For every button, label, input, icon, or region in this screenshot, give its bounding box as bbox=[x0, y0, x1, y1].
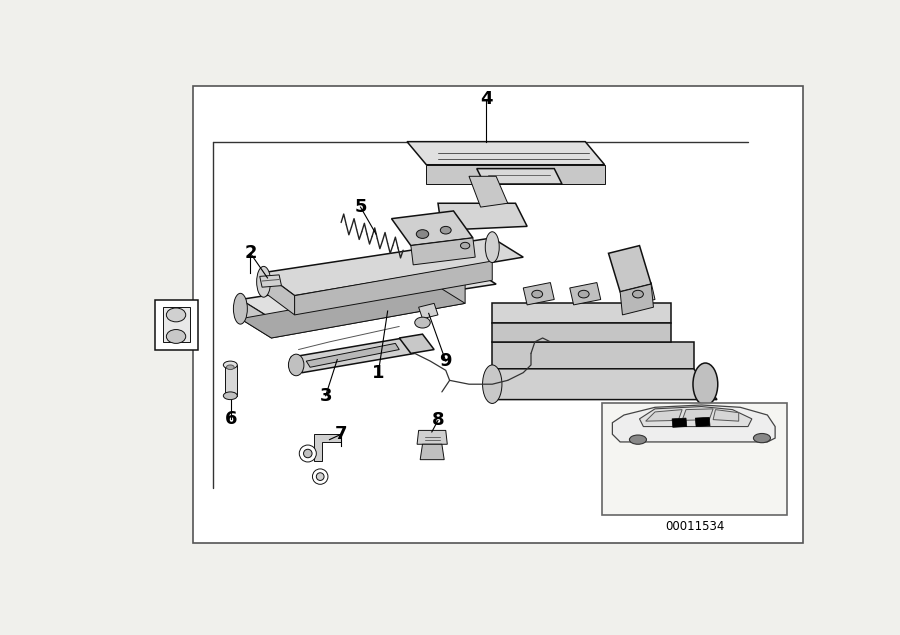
Polygon shape bbox=[260, 275, 282, 287]
Polygon shape bbox=[612, 405, 775, 442]
Polygon shape bbox=[620, 284, 653, 315]
Polygon shape bbox=[418, 304, 438, 319]
Polygon shape bbox=[407, 142, 605, 164]
Polygon shape bbox=[570, 283, 601, 305]
Ellipse shape bbox=[223, 392, 238, 399]
Circle shape bbox=[461, 243, 470, 249]
Polygon shape bbox=[492, 342, 694, 369]
Circle shape bbox=[440, 227, 451, 234]
Ellipse shape bbox=[316, 472, 324, 481]
Text: 1: 1 bbox=[372, 364, 384, 382]
Polygon shape bbox=[291, 338, 415, 373]
Ellipse shape bbox=[233, 293, 248, 324]
Polygon shape bbox=[225, 365, 237, 396]
Ellipse shape bbox=[300, 445, 316, 462]
Text: 4: 4 bbox=[480, 90, 492, 109]
Polygon shape bbox=[492, 323, 670, 342]
Circle shape bbox=[633, 290, 643, 298]
Polygon shape bbox=[469, 177, 508, 207]
Polygon shape bbox=[420, 444, 445, 460]
Polygon shape bbox=[240, 265, 496, 319]
Ellipse shape bbox=[629, 435, 646, 444]
Polygon shape bbox=[264, 238, 523, 296]
Polygon shape bbox=[608, 246, 651, 292]
Polygon shape bbox=[672, 418, 687, 427]
Polygon shape bbox=[264, 272, 294, 315]
Polygon shape bbox=[492, 304, 670, 323]
Polygon shape bbox=[155, 300, 198, 349]
Polygon shape bbox=[306, 344, 400, 367]
Polygon shape bbox=[294, 261, 492, 315]
Text: 7: 7 bbox=[335, 425, 347, 443]
Circle shape bbox=[532, 290, 543, 298]
Ellipse shape bbox=[485, 232, 500, 262]
Polygon shape bbox=[411, 238, 475, 265]
Text: 3: 3 bbox=[320, 387, 332, 404]
Ellipse shape bbox=[303, 450, 312, 458]
Ellipse shape bbox=[256, 267, 271, 297]
Ellipse shape bbox=[288, 354, 304, 376]
Polygon shape bbox=[240, 300, 272, 338]
Ellipse shape bbox=[166, 330, 185, 344]
Polygon shape bbox=[417, 431, 447, 444]
Polygon shape bbox=[477, 169, 562, 184]
Bar bbox=[602, 403, 787, 515]
Polygon shape bbox=[682, 409, 713, 420]
Text: 6: 6 bbox=[225, 410, 238, 428]
Polygon shape bbox=[392, 211, 472, 246]
Polygon shape bbox=[645, 410, 682, 421]
Text: 2: 2 bbox=[244, 244, 256, 262]
Ellipse shape bbox=[482, 365, 502, 403]
Polygon shape bbox=[640, 406, 752, 427]
Text: 00011534: 00011534 bbox=[665, 520, 725, 533]
Polygon shape bbox=[523, 283, 554, 305]
Polygon shape bbox=[272, 284, 465, 338]
Polygon shape bbox=[624, 283, 655, 305]
Text: 5: 5 bbox=[355, 198, 367, 216]
Ellipse shape bbox=[166, 308, 185, 322]
Circle shape bbox=[415, 317, 430, 328]
Circle shape bbox=[579, 290, 590, 298]
Polygon shape bbox=[427, 164, 605, 184]
Circle shape bbox=[417, 230, 428, 238]
Polygon shape bbox=[314, 434, 341, 461]
Polygon shape bbox=[713, 410, 739, 421]
Ellipse shape bbox=[753, 434, 770, 443]
Ellipse shape bbox=[693, 363, 718, 405]
Ellipse shape bbox=[227, 365, 234, 370]
Polygon shape bbox=[240, 284, 465, 338]
Bar bbox=[193, 86, 803, 543]
Polygon shape bbox=[400, 334, 434, 354]
Polygon shape bbox=[438, 203, 527, 231]
Text: 9: 9 bbox=[439, 352, 452, 370]
Polygon shape bbox=[163, 307, 190, 342]
Polygon shape bbox=[696, 417, 710, 427]
Polygon shape bbox=[492, 369, 717, 399]
Ellipse shape bbox=[223, 361, 238, 369]
Text: 8: 8 bbox=[432, 411, 445, 429]
Ellipse shape bbox=[312, 469, 328, 485]
